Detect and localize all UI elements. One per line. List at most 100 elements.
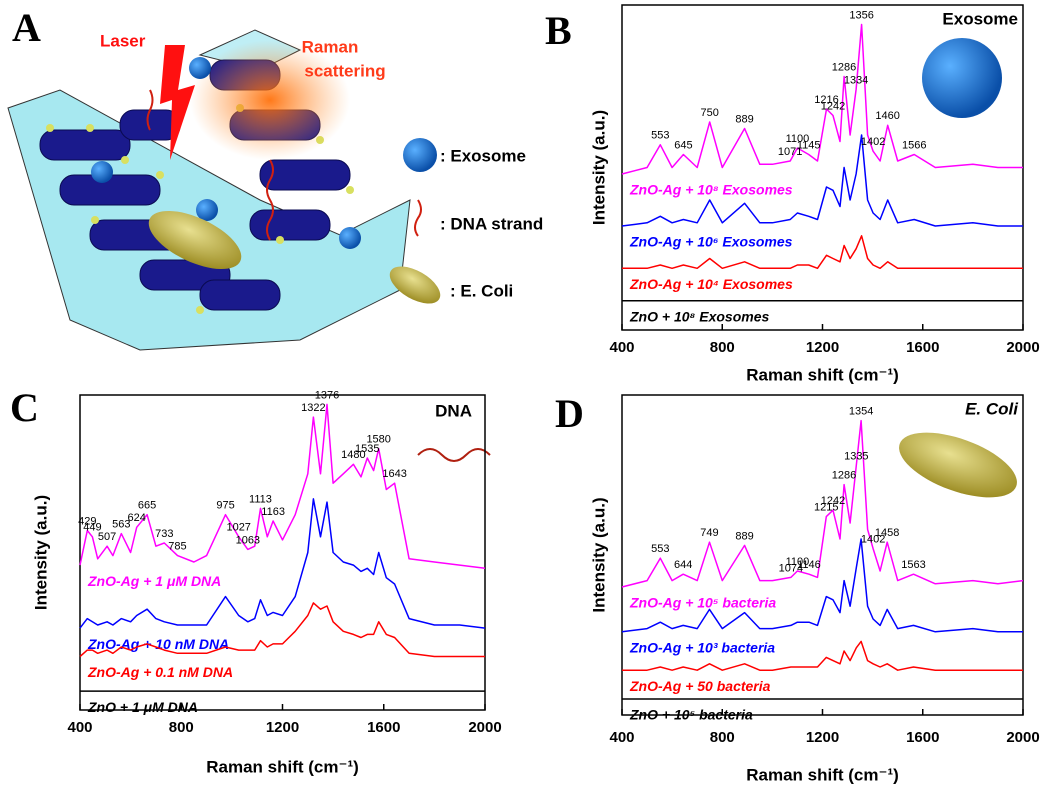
y-axis-title: Intensity (a.u.) [31,495,50,610]
legend-label: : E. Coli [450,281,513,300]
peak-label: 1480 [341,449,365,461]
x-tick-label: 1600 [367,719,400,736]
peak-label: 507 [98,531,116,543]
raman-glow [190,40,350,160]
peak-label: 1286 [832,61,856,73]
x-tick-label: 400 [609,339,634,356]
inset-label: Exosome [942,9,1018,28]
spectrum [621,419,1024,588]
peak-label: 889 [735,113,753,125]
peak-label: 1063 [236,534,260,546]
x-axis-title: Raman shift (cm⁻¹) [746,365,899,384]
series-label: ZnO-Ag + 10⁸ Exosomes [629,182,793,198]
peak-label: 1643 [382,468,406,480]
inset-dna [417,448,491,462]
x-tick-label: 1600 [906,729,939,746]
plot-frame [79,394,486,711]
x-tick-label: 1600 [906,339,939,356]
x-axis-title: Raman shift (cm⁻¹) [746,765,899,784]
spectrum [622,235,1023,270]
peak-label: 1580 [366,433,390,445]
series-label: ZnO-Ag + 0.1 nM DNA [87,664,233,680]
peak-label: 1356 [849,9,873,21]
peak-label: 1402 [861,136,885,148]
legend-exosome [403,138,437,172]
inset-label: E. Coli [965,399,1019,418]
panel-letter: D [555,391,584,436]
peak-label: 1100 [786,133,810,145]
dna-strands [146,89,274,241]
peak-label: 1458 [875,527,899,539]
peak-label: 1286 [832,470,856,482]
peak-label: 1402 [861,534,885,546]
peak-label: 1216 [814,94,838,106]
peak-label: 733 [155,528,173,540]
peak-label: 1242 [821,495,845,507]
peak-label: 889 [735,530,753,542]
legend-dna [414,199,422,237]
spectrum [79,498,486,629]
panel-letter: C [10,385,39,430]
legend-bacterium [389,266,441,304]
peak-label: 1146 [797,559,821,571]
series-label: ZnO-Ag + 10⁵ bacteria [629,595,776,611]
raman-label: scattering [304,61,385,80]
peak-label: 624 [128,512,146,524]
x-tick-label: 2000 [468,719,501,736]
laser-bolt [160,45,195,160]
spectrum [621,538,1023,633]
x-tick-label: 800 [169,719,194,736]
y-axis-title: Intensity (a.u.) [589,497,608,612]
diagram: A Laser Raman scattering : Exosome : DNA… [7,5,543,351]
series-label: ZnO-Ag + 10 nM DNA [87,636,229,652]
bacterium [148,210,242,270]
peak-label: 1071 [778,146,802,158]
y-axis-title: Intensity (a.u.) [589,110,608,225]
peak-label: 1566 [902,139,926,151]
peak-label: 644 [674,559,692,571]
peak-label: 553 [651,543,669,555]
x-tick-label: 400 [67,719,92,736]
peak-label: 1354 [849,406,873,418]
x-tick-label: 2000 [1006,339,1039,356]
peak-label: 1563 [901,559,925,571]
series-label: ZnO + 10⁵ bacteria [629,707,753,723]
inset-label: DNA [435,401,472,420]
x-tick-label: 2000 [1006,729,1039,746]
x-axis-title: Raman shift (cm⁻¹) [206,757,359,776]
peak-label: 749 [700,527,718,539]
panel-letter: B [545,8,572,53]
peak-label: 563 [112,519,130,531]
peak-label: 975 [216,500,234,512]
inset-bacterium [899,432,1017,498]
peak-label: 1145 [797,139,821,151]
laser-label: Laser [100,31,146,50]
peak-label: 1027 [226,522,250,534]
raman-label: Raman [302,37,359,56]
series-label: ZnO + 1 μM DNA [87,699,198,715]
series-label: ZnO-Ag + 10⁶ Exosomes [629,234,793,250]
peak-label: 1535 [355,443,379,455]
peak-label: 1335 [844,450,868,462]
spectrum [622,640,1023,671]
spectrum [79,602,485,658]
peak-label: 785 [168,541,186,553]
x-tick-label: 400 [609,729,634,746]
series-label: ZnO-Ag + 1 μM DNA [87,573,221,589]
exosomes [91,57,361,249]
x-tick-label: 1200 [806,339,839,356]
peak-label: 1100 [786,556,810,568]
inset-exosome [922,38,1002,118]
series-label: ZnO-Ag + 10³ bacteria [629,640,775,656]
x-tick-label: 800 [710,339,735,356]
series-label: ZnO-Ag + 50 bacteria [629,678,771,694]
peak-label: 1113 [249,493,272,505]
series-label: ZnO + 10⁸ Exosomes [629,308,769,324]
series-label: ZnO-Ag + 10⁴ Exosomes [629,276,793,292]
peak-label: 1322 [301,402,325,414]
peak-label: 1376 [315,389,339,401]
peak-label: 1074 [779,562,803,574]
x-tick-label: 1200 [266,719,299,736]
